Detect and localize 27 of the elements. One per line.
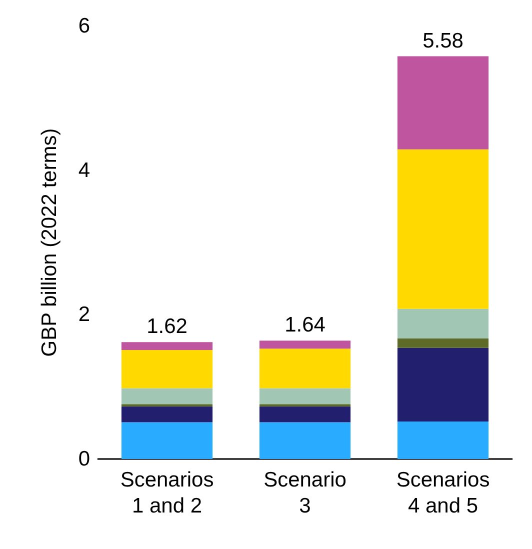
- bar: [397, 348, 489, 422]
- bar: [259, 422, 351, 459]
- bar: [397, 149, 489, 309]
- bar: [397, 308, 489, 338]
- bar: [259, 406, 351, 422]
- x-tick-label: Scenarios 1 and 2: [120, 468, 214, 518]
- bar: [259, 388, 351, 404]
- y-tick-label: 0: [78, 448, 90, 470]
- bar: [121, 388, 213, 404]
- x-tick-label: Scenarios 4 and 5: [396, 468, 490, 518]
- y-tick-label: 6: [78, 14, 90, 38]
- x-tick-label: Scenario 3: [264, 468, 346, 518]
- y-tick-label: 2: [78, 303, 90, 326]
- bar: [121, 422, 213, 459]
- bar: [397, 338, 489, 348]
- bar: [121, 406, 213, 422]
- y-axis-title: GBP billion (2022 terms): [38, 128, 61, 357]
- total-label: 1.64: [284, 314, 326, 337]
- total-label: 1.62: [146, 315, 188, 338]
- total-label: 5.58: [422, 29, 464, 52]
- bar: [259, 348, 351, 388]
- bar: [121, 342, 213, 350]
- y-tick-label: 4: [78, 158, 90, 182]
- bar: [397, 56, 489, 150]
- bar: [397, 421, 489, 459]
- bar: [259, 340, 351, 349]
- bar: [121, 350, 213, 388]
